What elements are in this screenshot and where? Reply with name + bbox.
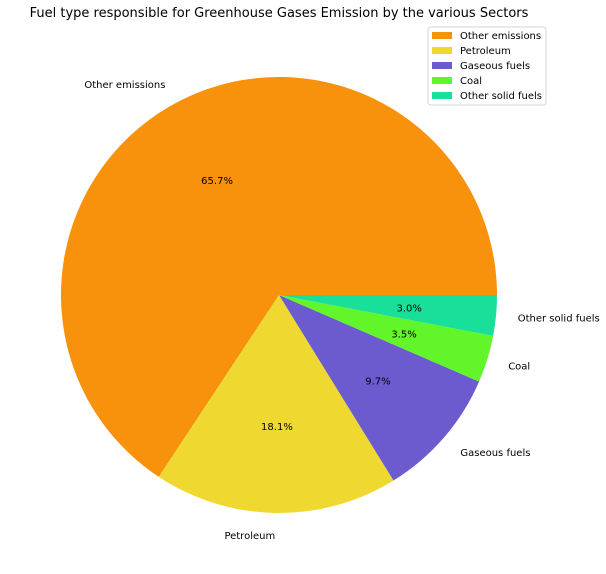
chart-title: Fuel type responsible for Greenhouse Gas…	[30, 6, 529, 21]
legend-swatch-other-emissions	[432, 32, 452, 39]
legend-items: Other emissions Petroleum Gaseous fuels Coa…	[432, 31, 542, 102]
category-label-gaseous-fuels: Gaseous fuels	[460, 448, 530, 459]
category-label-other-solid-fuels: Other solid fuels	[518, 314, 600, 325]
slice-other-emissions	[60, 77, 498, 477]
legend-swatch-coal	[432, 77, 452, 84]
legend: Other emissions Petroleum Gaseous fuels Coa…	[427, 26, 547, 106]
legend-frame	[427, 26, 547, 106]
legend-swatch-gaseous-fuels	[432, 62, 452, 69]
legend-swatch-petroleum	[432, 47, 452, 54]
value-label-petroleum: 18.1%	[261, 422, 293, 433]
category-label-coal: Coal	[508, 362, 530, 373]
slice-gaseous-fuels	[279, 295, 480, 481]
legend-label-other-solid-fuels: Other solid fuels	[460, 91, 542, 102]
percentage-labels: 65.7% 18.1% 9.7% 3.5% 3.0%	[201, 176, 422, 433]
slice-coal	[279, 295, 494, 382]
category-label-other-emissions: Other emissions	[84, 80, 165, 91]
value-label-coal: 3.5%	[391, 329, 416, 340]
category-label-petroleum: Petroleum	[224, 531, 275, 542]
legend-label-gaseous-fuels: Gaseous fuels	[460, 61, 530, 72]
legend-label-petroleum: Petroleum	[460, 46, 511, 57]
category-labels: Other emissions Petroleum Gaseous fuels Coa…	[84, 80, 599, 542]
slice-petroleum	[158, 295, 394, 513]
legend-label-other-emissions: Other emissions	[460, 31, 541, 42]
value-label-other-solid-fuels: 3.0%	[397, 303, 422, 314]
slice-other-solid-fuels	[279, 295, 497, 336]
value-label-gaseous-fuels: 9.7%	[365, 377, 390, 388]
legend-swatch-other-solid-fuels	[432, 92, 452, 99]
value-label-other-emissions: 65.7%	[201, 176, 233, 187]
pie-slices	[60, 77, 498, 513]
legend-label-coal: Coal	[460, 76, 482, 87]
